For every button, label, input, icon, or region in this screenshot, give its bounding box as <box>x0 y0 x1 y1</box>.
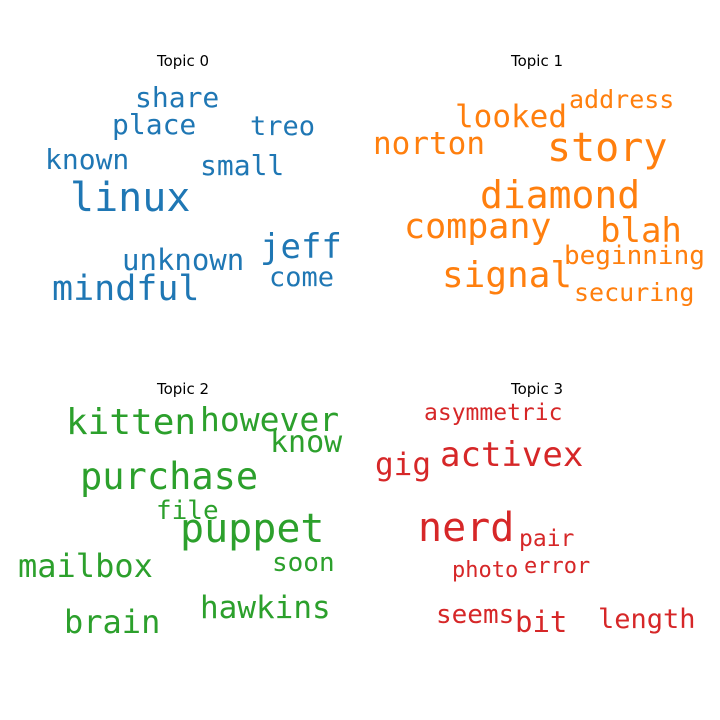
word-treo: treo <box>250 111 316 142</box>
word-asymmetric: asymmetric <box>424 400 563 426</box>
word-know: know <box>270 425 343 460</box>
word-mailbox: mailbox <box>18 547 153 585</box>
topic-title: Topic 3 <box>510 380 564 398</box>
word-diamond: diamond <box>480 173 641 217</box>
word-length: length <box>598 604 696 635</box>
word-seems: seems <box>436 600 515 630</box>
word-norton: norton <box>373 126 485 162</box>
word-soon: soon <box>272 548 335 578</box>
word-known: known <box>45 143 130 176</box>
word-unknown: unknown <box>122 243 245 277</box>
word-puppet: puppet <box>180 506 325 552</box>
topic-title: Topic 2 <box>156 380 210 398</box>
word-beginning: beginning <box>564 241 705 271</box>
word-blah: blah <box>600 211 682 251</box>
word-photo: photo <box>452 558 519 583</box>
word-come: come <box>269 262 335 293</box>
topic-panel-1: Topic 1 story diamond signal company blah loo… <box>372 52 705 352</box>
topic-panel-3: Topic 3 nerd activex gig bit length seems asym… <box>372 380 702 680</box>
word-looked: looked <box>455 99 567 135</box>
word-signal: signal <box>442 255 573 296</box>
word-share: share <box>135 81 220 114</box>
word-pair: pair <box>519 526 575 552</box>
word-story: story <box>547 125 668 171</box>
word-however: however <box>200 400 340 439</box>
word-file: file <box>156 496 219 526</box>
word-place: place <box>112 108 197 141</box>
word-linux: linux <box>70 175 191 221</box>
word-nerd: nerd <box>418 505 515 551</box>
word-gig: gig <box>375 447 431 483</box>
word-mindful: mindful <box>52 269 200 309</box>
word-small: small <box>200 149 285 182</box>
topic-title: Topic 1 <box>510 52 564 70</box>
word-purchase: purchase <box>80 455 259 498</box>
word-company: company <box>404 207 552 247</box>
word-activex: activex <box>440 435 584 475</box>
topic-panel-2: Topic 2 puppet purchase kitten however brain… <box>18 380 348 680</box>
word-brain: brain <box>64 603 161 641</box>
word-jeff: jeff <box>260 227 342 267</box>
topic-panel-0: Topic 0 linux mindful jeff unknown share smal… <box>18 52 348 352</box>
topic-title: Topic 0 <box>156 52 210 70</box>
word-securing: securing <box>574 278 695 307</box>
word-hawkins: hawkins <box>200 590 331 626</box>
word-error: error <box>524 554 591 579</box>
word-bit: bit <box>515 605 568 639</box>
word-address: address <box>569 85 675 114</box>
word-kitten: kitten <box>66 402 197 443</box>
